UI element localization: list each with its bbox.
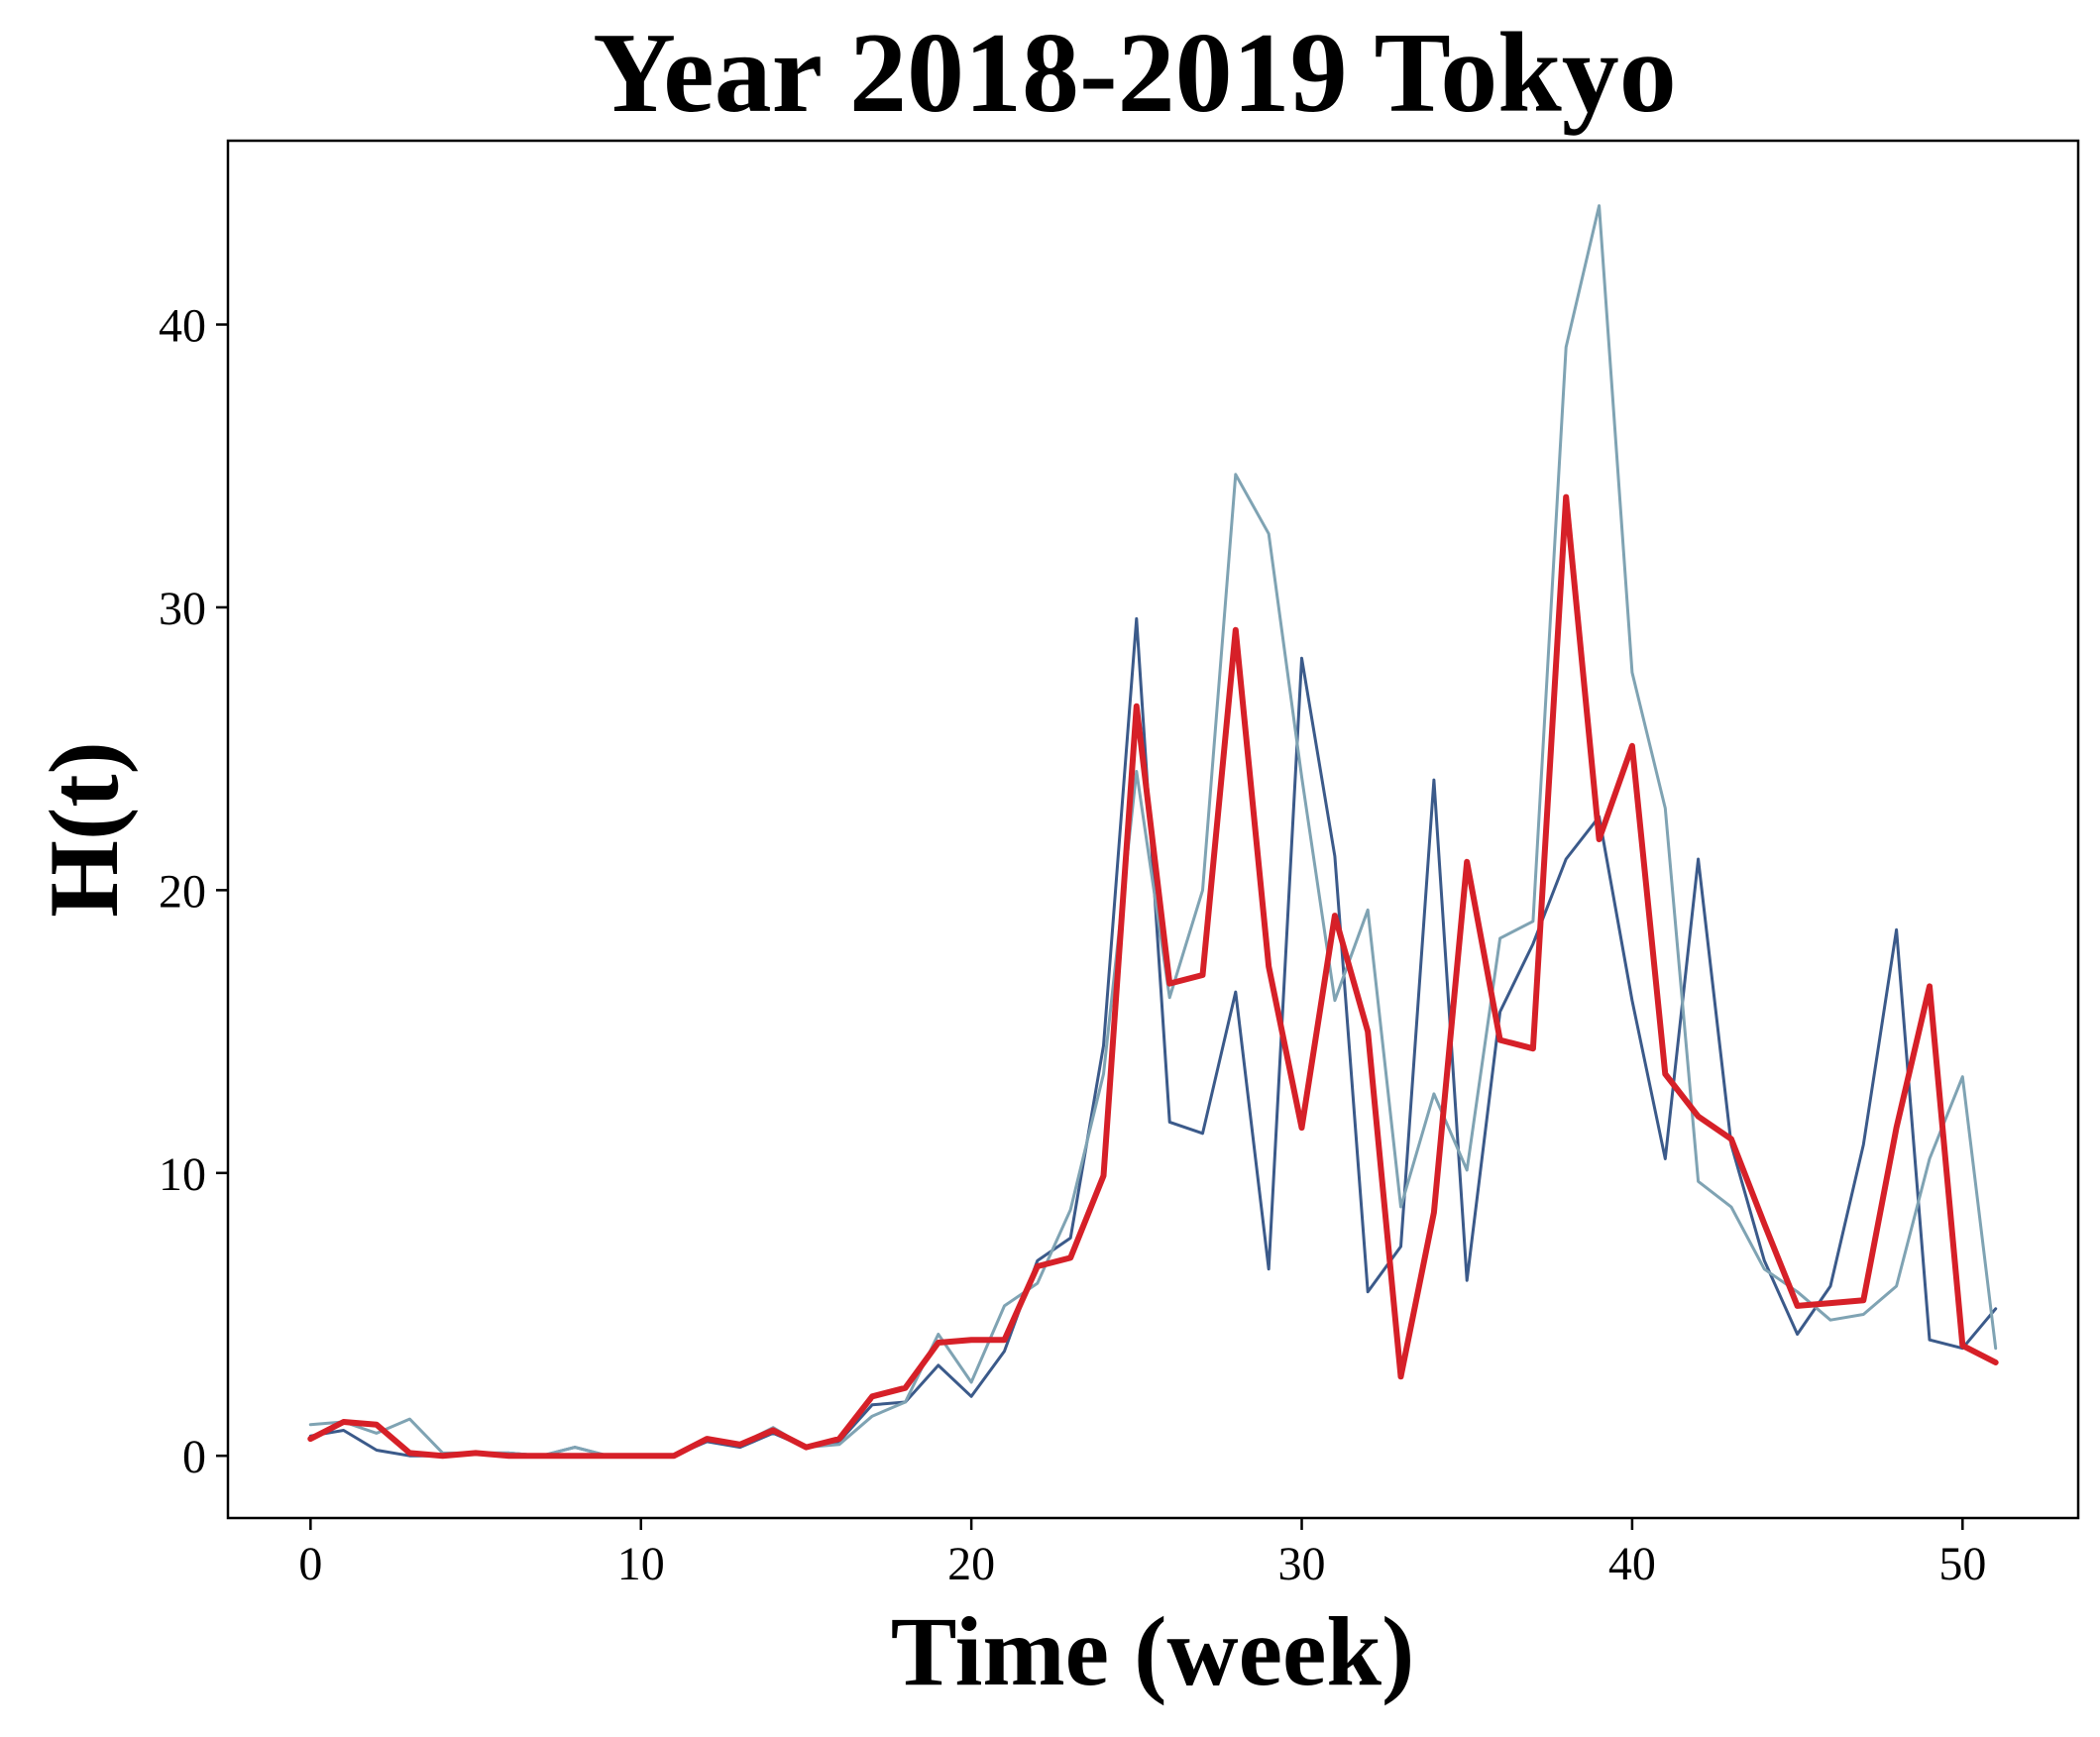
- series-line-2: [308, 204, 1998, 1458]
- y-tick-label: 10: [159, 1148, 206, 1201]
- y-tick-label: 20: [159, 865, 206, 918]
- x-axis: 0 10 20 30 40 50: [298, 1518, 1986, 1590]
- x-tick-label: 0: [298, 1538, 322, 1590]
- y-tick-label: 40: [159, 300, 206, 353]
- y-tick-label: 0: [182, 1431, 206, 1483]
- x-tick-label: 10: [617, 1538, 665, 1590]
- y-axis: 0 10 20 30 40: [159, 300, 228, 1483]
- x-axis-label: Time (week): [891, 1596, 1415, 1706]
- series-layer: [307, 204, 1999, 1460]
- x-tick-label: 50: [1938, 1538, 1986, 1590]
- y-tick-label: 30: [159, 583, 206, 635]
- x-tick-label: 40: [1608, 1538, 1656, 1590]
- plot-area: [226, 139, 2080, 1520]
- x-tick-label: 30: [1278, 1538, 1326, 1590]
- y-axis-label: H(t): [29, 741, 139, 918]
- chart-title: Year 2018-2019 Tokyo: [593, 10, 1677, 137]
- series-line-3: [307, 493, 1999, 1460]
- x-tick-label: 20: [947, 1538, 995, 1590]
- series-line-1: [308, 616, 1998, 1458]
